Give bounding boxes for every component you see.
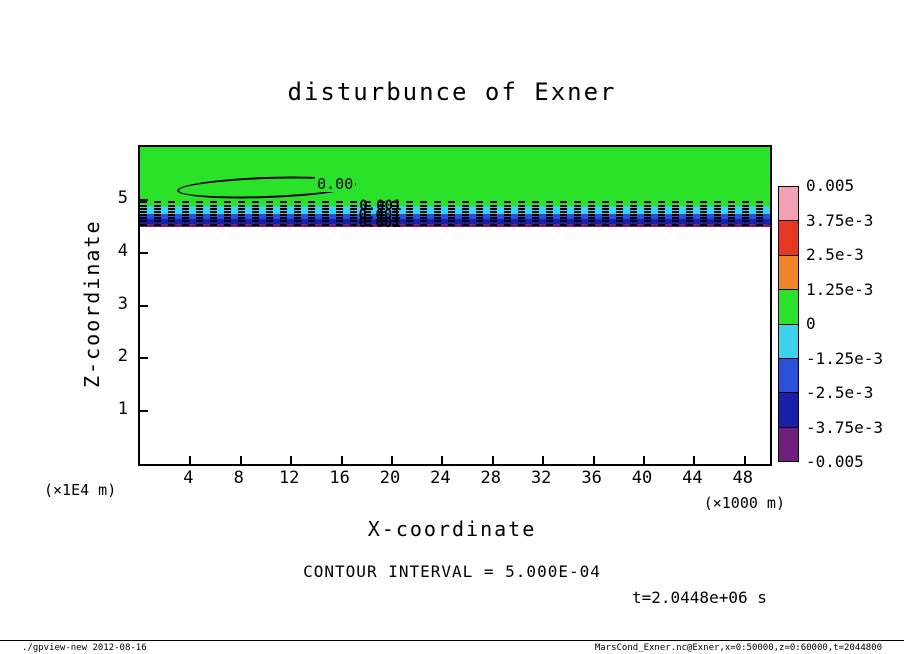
x-tick-label: 44 — [682, 468, 703, 488]
colorbar-tick-label: 1.25e-3 — [806, 279, 874, 299]
colorbar-tick-label: -1.25e-3 — [806, 348, 884, 368]
time-text: t=2.0448e+06 s — [632, 588, 767, 607]
footer-source: MarsCond_Exner.nc@Exner,x=0:50000,z=0:60… — [594, 643, 882, 653]
x-tick-label: 28 — [480, 468, 502, 488]
x-tick-mark — [391, 456, 393, 464]
x-axis-unit: (×1000 m) — [703, 494, 785, 512]
tone-band — [140, 206, 770, 215]
dashed-contour-line — [140, 201, 770, 204]
x-tick-mark — [643, 456, 645, 464]
y-tick-label: 3 — [117, 293, 128, 314]
x-tick-label: 16 — [329, 468, 350, 488]
tone-band — [140, 214, 770, 220]
footer-command: ./gpview-new 2012-08-16 — [22, 643, 147, 653]
footer-rule — [0, 640, 904, 641]
x-tick-label: 36 — [581, 468, 602, 488]
y-tick-mark — [140, 304, 148, 307]
colorbar-cell — [779, 221, 798, 256]
y-axis-unit: (×1E4 m) — [44, 481, 117, 499]
x-tick-mark — [542, 456, 545, 464]
x-tick-label: 4 — [183, 468, 194, 488]
tone-band — [140, 147, 770, 207]
contour-value-label: 0.001 — [358, 214, 401, 231]
colorbar-tick-label: -2.5e-3 — [806, 383, 874, 402]
dashed-contour-line — [140, 204, 770, 207]
colorbar-cell — [779, 324, 798, 359]
x-tick-label: 40 — [631, 468, 653, 488]
x-tick-mark — [290, 456, 293, 464]
dashed-contour-line — [140, 220, 770, 223]
dashed-contour-line — [140, 223, 770, 226]
colorbar-tick-label: 0.005 — [806, 176, 855, 195]
y-tick-label: 2 — [117, 346, 128, 367]
x-tick-label: 48 — [732, 468, 754, 488]
x-tick-label: 24 — [430, 468, 451, 488]
colorbar-tick-label: 0 — [806, 314, 816, 333]
y-tick-mark — [140, 198, 148, 201]
colorbar-cell — [779, 187, 798, 222]
y-tick-mark — [140, 251, 148, 254]
x-tick-mark — [592, 456, 595, 464]
dashed-contour-line — [140, 210, 770, 213]
colorbar-tick-label: -0.005 — [806, 452, 864, 471]
colorbar-cell — [779, 290, 798, 325]
colorbar — [778, 186, 799, 462]
x-tick-label: 12 — [278, 468, 300, 488]
colorbar-tick-label: 2.5e-3 — [806, 245, 864, 264]
x-tick-label: 32 — [530, 468, 552, 488]
dashed-contour-line — [140, 207, 770, 210]
dashed-contour-line — [140, 214, 770, 217]
x-tick-label: 8 — [233, 468, 244, 488]
dashed-contour-line — [140, 217, 770, 220]
y-tick-mark — [140, 357, 148, 360]
chart-title: disturbunce of Exner — [287, 78, 617, 106]
colorbar-tick-label: 3.75e-3 — [806, 210, 874, 230]
x-axis-label: X-coordinate — [367, 517, 537, 541]
x-tick-mark — [340, 456, 343, 464]
x-tick-mark — [441, 456, 444, 464]
colorbar-tick-label: -3.75e-3 — [806, 417, 884, 437]
plot-area: 0.00 0.001 0.001 0.001 — [138, 145, 772, 466]
colorbar-cell — [779, 393, 798, 428]
zero-contour-label: 0.00 — [315, 174, 356, 193]
x-tick-mark — [239, 456, 242, 464]
x-tick-label: 20 — [379, 468, 401, 488]
x-tick-mark — [491, 456, 494, 464]
y-tick-label: 5 — [117, 187, 128, 208]
x-tick-mark — [189, 456, 192, 464]
colorbar-cell — [779, 255, 798, 291]
colorbar-cell — [779, 358, 798, 394]
contour-value-label: 0.001 — [359, 198, 402, 215]
y-tick-label: 1 — [117, 399, 128, 420]
x-tick-mark — [743, 456, 746, 464]
contour-value-label: 0.001 — [358, 206, 401, 223]
x-tick-mark — [693, 456, 696, 464]
contour-interval-text: CONTOUR INTERVAL = 5.000E-04 — [303, 562, 601, 581]
colorbar-cell — [779, 427, 798, 461]
y-tick-mark — [140, 410, 148, 413]
y-tick-label: 4 — [117, 240, 128, 261]
